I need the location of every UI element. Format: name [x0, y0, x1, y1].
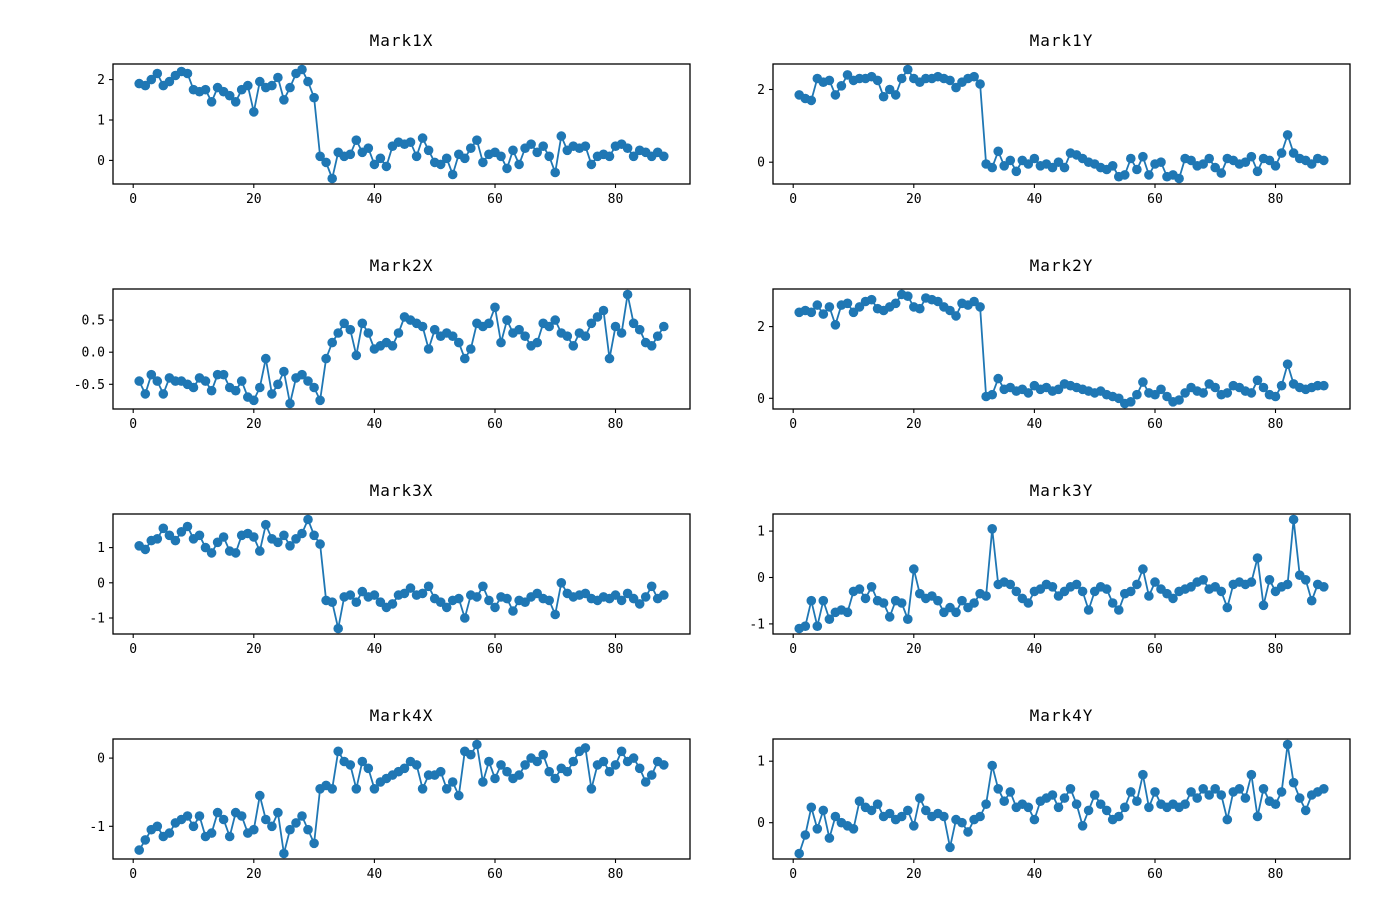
svg-text:0: 0	[789, 867, 797, 882]
svg-text:60: 60	[487, 417, 503, 432]
svg-text:40: 40	[1027, 192, 1043, 207]
chart-title: Mark1X	[369, 31, 434, 50]
svg-text:2: 2	[757, 83, 765, 98]
subplot-mark4y: Mark4Y 0 20 40 60 80 0 1	[695, 697, 1365, 897]
chart-title: Mark1Y	[1029, 31, 1094, 50]
svg-text:0: 0	[757, 156, 765, 171]
svg-text:20: 20	[906, 192, 922, 207]
chart-plot-area: 0 20 40 60 80 0 2	[757, 63, 1351, 207]
svg-text:0.0: 0.0	[82, 346, 105, 361]
svg-text:0: 0	[757, 816, 765, 831]
svg-text:60: 60	[1147, 867, 1163, 882]
svg-text:0: 0	[97, 154, 105, 169]
svg-text:40: 40	[367, 192, 383, 207]
svg-text:1: 1	[757, 525, 765, 540]
svg-text:80: 80	[1268, 417, 1284, 432]
svg-text:40: 40	[1027, 642, 1043, 657]
svg-text:60: 60	[487, 192, 503, 207]
svg-text:1: 1	[97, 114, 105, 129]
svg-text:40: 40	[367, 642, 383, 657]
svg-text:1: 1	[757, 755, 765, 770]
svg-text:80: 80	[1268, 192, 1284, 207]
svg-text:20: 20	[246, 417, 262, 432]
chart-plot-area: 0 20 40 60 80 0 1 2	[97, 63, 691, 207]
svg-text:-1: -1	[749, 617, 765, 632]
svg-text:0: 0	[129, 192, 137, 207]
svg-text:40: 40	[1027, 417, 1043, 432]
svg-text:40: 40	[367, 417, 383, 432]
svg-text:0: 0	[129, 867, 137, 882]
svg-text:40: 40	[367, 867, 383, 882]
svg-text:60: 60	[487, 642, 503, 657]
subplot-mark3y: Mark3Y 0 20 40 60 80 -1 0 1	[695, 472, 1365, 672]
svg-text:80: 80	[608, 867, 624, 882]
chart-title: Mark2Y	[1029, 256, 1094, 275]
chart-plot-area: 0 20 40 60 80 -1 0 1	[89, 513, 691, 657]
svg-text:0: 0	[789, 417, 797, 432]
svg-text:80: 80	[608, 417, 624, 432]
svg-text:0: 0	[129, 417, 137, 432]
subplot-mark4x: Mark4X 0 20 40 60 80 -1 0	[35, 697, 705, 897]
svg-text:0: 0	[129, 642, 137, 657]
chart-title: Mark3Y	[1029, 481, 1094, 500]
svg-text:0: 0	[789, 192, 797, 207]
subplot-mark1y: Mark1Y 0 20 40 60 80 0 2	[695, 22, 1365, 222]
svg-text:40: 40	[1027, 867, 1043, 882]
svg-text:80: 80	[608, 642, 624, 657]
svg-text:0: 0	[97, 576, 105, 591]
svg-text:80: 80	[1268, 867, 1284, 882]
svg-text:-1: -1	[89, 820, 105, 835]
chart-title: Mark4Y	[1029, 706, 1094, 725]
svg-text:0: 0	[757, 571, 765, 586]
subplot-mark3x: Mark3X 0 20 40 60 80 -1 0 1	[35, 472, 705, 672]
chart-plot-area: 0 20 40 60 80 0 2	[757, 288, 1351, 432]
svg-text:0.5: 0.5	[82, 314, 105, 329]
svg-text:-0.5: -0.5	[74, 378, 105, 393]
svg-text:80: 80	[608, 192, 624, 207]
svg-text:60: 60	[1147, 192, 1163, 207]
svg-text:-1: -1	[89, 612, 105, 627]
svg-text:0: 0	[97, 752, 105, 767]
svg-text:0: 0	[789, 642, 797, 657]
svg-text:60: 60	[487, 867, 503, 882]
svg-text:20: 20	[906, 417, 922, 432]
subplot-mark1x: Mark1X 0 20 40 60 80 0 1 2	[35, 22, 705, 222]
svg-text:20: 20	[246, 642, 262, 657]
chart-title: Mark3X	[369, 481, 434, 500]
svg-text:20: 20	[246, 867, 262, 882]
subplot-mark2y: Mark2Y 0 20 40 60 80 0 2	[695, 247, 1365, 447]
svg-text:20: 20	[906, 867, 922, 882]
svg-text:2: 2	[757, 320, 765, 335]
svg-text:20: 20	[906, 642, 922, 657]
svg-text:60: 60	[1147, 417, 1163, 432]
svg-text:0: 0	[757, 392, 765, 407]
subplot-mark2x: Mark2X 0 20 40 60 80 -0.5 0.0 0.5	[35, 247, 705, 447]
chart-title: Mark2X	[369, 256, 434, 275]
svg-text:80: 80	[1268, 642, 1284, 657]
svg-text:20: 20	[246, 192, 262, 207]
chart-title: Mark4X	[369, 706, 434, 725]
chart-plot-area: 0 20 40 60 80 -1 0 1	[749, 513, 1351, 657]
chart-plot-area: 0 20 40 60 80 -0.5 0.0 0.5	[74, 288, 691, 432]
svg-text:60: 60	[1147, 642, 1163, 657]
chart-plot-area: 0 20 40 60 80 -1 0	[89, 738, 691, 882]
svg-text:1: 1	[97, 541, 105, 556]
chart-plot-area: 0 20 40 60 80 0 1	[757, 738, 1351, 882]
svg-text:2: 2	[97, 73, 105, 88]
